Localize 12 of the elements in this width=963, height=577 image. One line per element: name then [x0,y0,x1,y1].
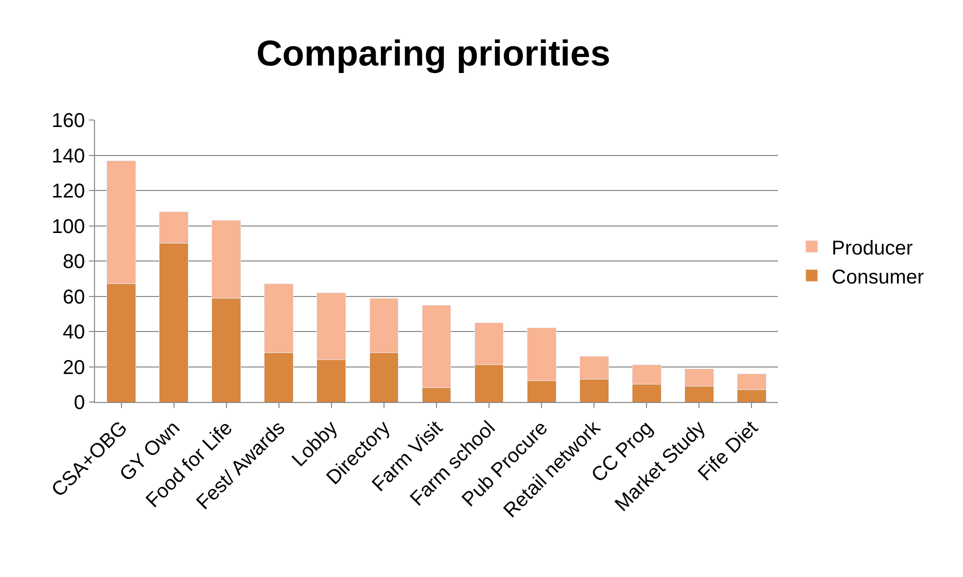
y-tick-label: 160 [52,110,85,132]
y-tick-label: 40 [62,322,85,344]
y-tick-label: 20 [62,356,85,379]
y-tick-label: 80 [62,251,85,273]
chart-title: Comparing priorities [256,32,610,74]
legend-label: Producer [832,237,914,260]
y-tick-label: 60 [62,286,85,308]
y-tick-label: 100 [52,216,85,238]
y-tick-label: 0 [74,392,85,414]
y-tick-label: 120 [52,180,85,202]
y-tick-label: 140 [52,145,85,168]
legend-label: Consumer [832,266,924,288]
